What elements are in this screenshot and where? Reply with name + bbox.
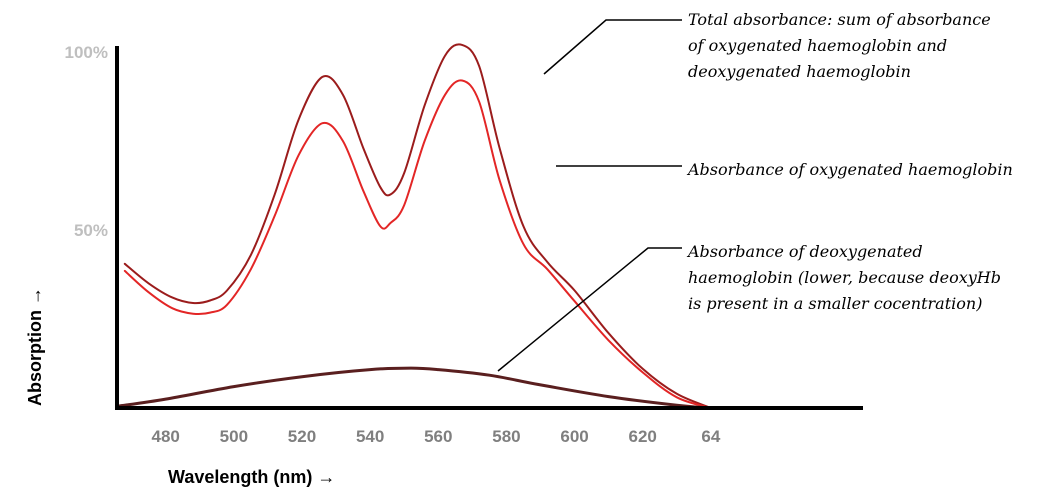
series-line-oxy — [123, 79, 712, 409]
annotation-deoxy: Absorbance of deoxygenated haemoglobin (… — [686, 242, 1006, 313]
annotation-deoxy-line-3: is present in a smaller cocentration) — [688, 294, 982, 313]
annotation-total-line-3: deoxygenated haemoglobin — [688, 62, 911, 81]
y-tick-label: 100% — [65, 43, 108, 62]
series-layer — [116, 43, 713, 410]
x-tick-label: 600 — [560, 427, 588, 446]
annotation-total: Total absorbance: sum of absorbance of o… — [688, 10, 996, 81]
annotation-leader-deoxy — [497, 247, 682, 372]
y-axis-label: Absorption → — [25, 287, 45, 406]
x-tick-label: 580 — [492, 427, 520, 446]
x-tick-label: 480 — [152, 427, 180, 446]
tick-layer: 480 500 520 540 560 580 600 620 64 100% 50% — [65, 43, 721, 446]
annotation-oxy-line-1: Absorbance of oxygenated haemoglobin — [686, 160, 1013, 179]
x-tick-label: 64 — [701, 427, 720, 446]
series-line-deoxy — [116, 366, 713, 410]
annotation-total-line-1: Total absorbance: sum of absorbance — [688, 10, 991, 29]
annotation-deoxy-line-1: Absorbance of deoxygenated — [686, 242, 923, 261]
x-tick-label: 560 — [424, 427, 452, 446]
annotation-oxy: Absorbance of oxygenated haemoglobin — [686, 160, 1013, 179]
annotation-deoxy-line-2: haemoglobin (lower, because deoxyHb — [688, 268, 1001, 287]
series-line-total — [123, 43, 712, 409]
x-tick-label: 620 — [629, 427, 657, 446]
x-tick-label: 520 — [288, 427, 316, 446]
x-tick-label: 500 — [220, 427, 248, 446]
x-tick-label: 540 — [356, 427, 384, 446]
y-tick-label: 50% — [74, 221, 108, 240]
annotation-leader-total — [543, 19, 682, 75]
annotation-total-line-2: of oxygenated haemoglobin and — [688, 36, 947, 55]
x-axis-label: Wavelength (nm) → — [168, 467, 335, 487]
